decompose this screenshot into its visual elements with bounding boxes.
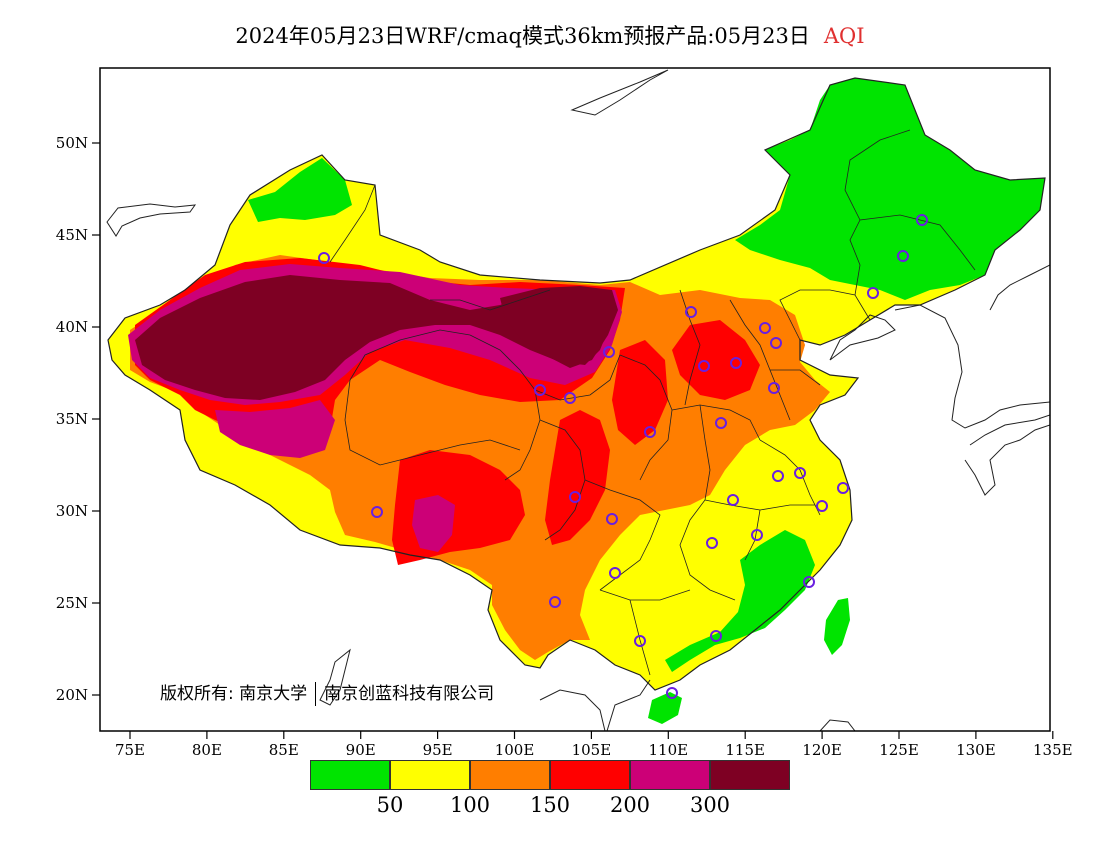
qaidam-very-unhealthy-region [215, 400, 335, 458]
y-tick-label: 35N [56, 410, 88, 428]
station-marker[interactable] [609, 567, 621, 579]
legend-swatch [630, 760, 710, 790]
station-markers [318, 214, 928, 699]
station-marker[interactable] [803, 576, 815, 588]
station-marker[interactable] [759, 322, 771, 334]
huabei-unhealthy-region [672, 320, 760, 400]
station-marker[interactable] [534, 384, 546, 396]
color-legend [310, 760, 790, 792]
copyright-holder-2: 南京创蓝科技有限公司 [324, 684, 495, 704]
station-marker[interactable] [606, 513, 618, 525]
station-marker[interactable] [715, 417, 727, 429]
y-tick-label: 50N [56, 134, 88, 152]
x-tick-label: 85E [269, 741, 299, 759]
title-variable: AQI [823, 24, 865, 48]
province-boundaries [107, 77, 1046, 691]
station-marker[interactable] [634, 635, 646, 647]
station-marker[interactable] [772, 470, 784, 482]
neighbour-coastlines [106, 69, 1050, 731]
station-marker[interactable] [318, 252, 330, 264]
station-marker[interactable] [710, 630, 722, 642]
y-tick-label: 40N [56, 318, 88, 336]
station-marker[interactable] [751, 529, 763, 541]
y-tick-label: 30N [56, 502, 88, 520]
station-marker[interactable] [768, 382, 780, 394]
station-marker[interactable] [867, 287, 879, 299]
x-tick-label: 115E [725, 741, 765, 759]
station-marker[interactable] [698, 360, 710, 372]
station-marker[interactable] [916, 214, 928, 226]
title-text: 2024年05月23日WRF/cmaq模式36km预报产品:05月23日 [235, 24, 810, 48]
copyright-separator [315, 682, 317, 706]
copyright-holder-1: 版权所有: 南京大学 [160, 684, 308, 704]
station-marker[interactable] [770, 337, 782, 349]
x-axis: 75E 80E 85E 90E 95E 100E 105E 110E 115E 120E 125E 1… [115, 731, 1073, 759]
station-marker[interactable] [897, 250, 909, 262]
legend-label: 100 [449, 793, 491, 817]
legend-swatch [390, 760, 470, 790]
station-marker[interactable] [816, 500, 828, 512]
northwest-good-region [248, 158, 352, 222]
station-marker[interactable] [666, 687, 678, 699]
tibet-very-unhealthy-region [412, 495, 455, 552]
station-marker[interactable] [837, 482, 849, 494]
legend-swatch [310, 760, 390, 790]
x-tick-label: 100E [495, 741, 535, 759]
station-marker[interactable] [549, 596, 561, 608]
northeast-good-region [735, 78, 1045, 300]
legend-labels: 50 100 150 200 300 [310, 793, 790, 819]
hainan-good-region [648, 692, 682, 724]
legend-label: 50 [376, 793, 404, 817]
legend-label: 150 [529, 793, 571, 817]
y-axis: 20N 25N 30N 35N 40N 45N 50N [56, 134, 100, 704]
station-marker[interactable] [727, 494, 739, 506]
shaanxi-unhealthy-region [612, 340, 668, 445]
station-marker[interactable] [569, 491, 581, 503]
x-tick-label: 105E [572, 741, 612, 759]
legend-swatch [550, 760, 630, 790]
copyright-notice: 版权所有: 南京大学 南京创蓝科技有限公司 [160, 679, 494, 706]
map-frame [99, 67, 1051, 732]
alashan-hazardous-region [500, 286, 618, 368]
map-title: 2024年05月23日WRF/cmaq模式36km预报产品:05月23日 AQI [0, 20, 1100, 50]
x-tick-label: 80E [192, 741, 222, 759]
legend-swatch [710, 760, 790, 790]
taiwan-good-region [824, 598, 850, 655]
x-tick-label: 135E [1033, 741, 1073, 759]
legend-label: 300 [689, 793, 731, 817]
station-marker[interactable] [730, 357, 742, 369]
southeast-good-region [665, 530, 815, 672]
station-marker[interactable] [685, 306, 697, 318]
x-tick-label: 110E [649, 741, 689, 759]
station-marker[interactable] [794, 467, 806, 479]
station-marker[interactable] [644, 426, 656, 438]
station-marker[interactable] [564, 392, 576, 404]
x-tick-label: 90E [346, 741, 376, 759]
x-tick-label: 130E [956, 741, 996, 759]
x-tick-label: 120E [802, 741, 842, 759]
x-tick-label: 125E [879, 741, 919, 759]
station-marker[interactable] [706, 537, 718, 549]
taklimakan-hazardous-region [135, 275, 612, 400]
y-tick-label: 45N [56, 226, 88, 244]
x-tick-label: 95E [423, 741, 453, 759]
sichuan-unhealthy-region [545, 410, 610, 545]
station-marker[interactable] [603, 346, 615, 358]
map-layers [106, 69, 1050, 731]
legend-swatch [470, 760, 550, 790]
y-tick-label: 20N [56, 686, 88, 704]
station-marker[interactable] [371, 506, 383, 518]
legend-label: 200 [609, 793, 651, 817]
x-tick-label: 75E [115, 741, 145, 759]
y-tick-label: 25N [56, 594, 88, 612]
